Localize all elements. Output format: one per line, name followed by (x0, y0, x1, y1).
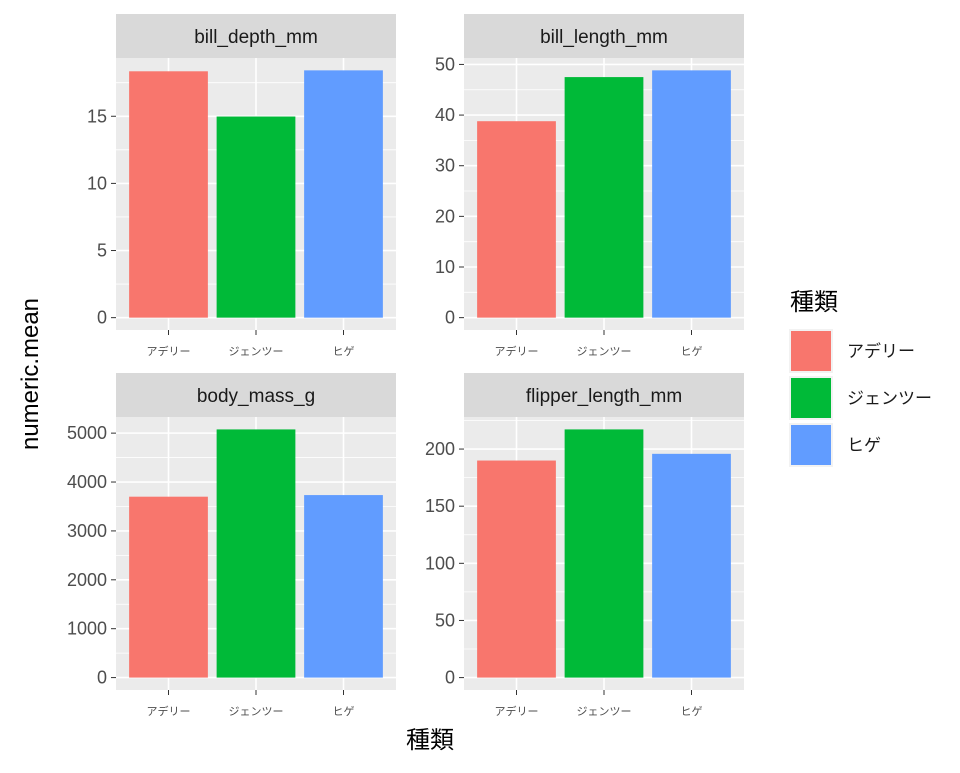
bar-bill_depth_mm-3 (304, 70, 383, 318)
y-tick-label: 30 (435, 156, 455, 176)
bar-bill_length_mm-1 (477, 121, 556, 318)
facet-panel-bill_depth_mm: bill_depth_mm 0 5 10 15 アデリー ジェンツー ヒゲ (87, 14, 396, 358)
legend-key-2 (791, 378, 831, 418)
x-tick-label: ヒゲ (681, 705, 703, 718)
facet-strip-label: bill_depth_mm (194, 27, 318, 48)
y-tick-label: 2000 (67, 570, 107, 590)
bar-bill_length_mm-3 (652, 70, 731, 318)
legend-key-3 (791, 425, 831, 465)
y-tick-label: 1000 (67, 619, 107, 639)
y-tick-label: 4000 (67, 472, 107, 492)
legend-title: 種類 (790, 289, 838, 316)
bar-body_mass_g-3 (304, 495, 383, 678)
bar-bill_depth_mm-1 (129, 71, 208, 318)
x-tick-label: ジェンツー (577, 346, 632, 358)
x-tick-label: アデリー (495, 344, 539, 358)
y-tick-label: 40 (435, 105, 455, 125)
bar-bill_length_mm-2 (564, 77, 644, 318)
y-tick-label: 5 (97, 241, 107, 261)
y-tick-label: 0 (445, 308, 455, 328)
legend-label-1: アデリー (847, 341, 915, 361)
y-axis-title: numeric.mean (17, 298, 44, 450)
y-tick-label: 200 (425, 439, 455, 459)
facet-strip (464, 373, 744, 417)
facet-strip (116, 373, 396, 417)
facet-strip (464, 14, 744, 58)
facet-panel-body_mass_g: body_mass_g 0 1000 2000 3000 4000 5000 アデリー ジェンツ… (67, 373, 396, 718)
facet-strip (116, 14, 396, 58)
y-tick-label: 5000 (67, 423, 107, 443)
y-tick-label: 15 (87, 106, 107, 126)
x-tick-label: アデリー (147, 344, 191, 358)
bar-flipper_length_mm-3 (652, 453, 731, 678)
facet-strip-label: body_mass_g (197, 386, 315, 407)
y-tick-label: 0 (97, 668, 107, 688)
y-tick-label: 20 (435, 206, 455, 226)
x-tick-label: ヒゲ (333, 345, 355, 358)
legend-key-1 (791, 331, 831, 371)
y-tick-label: 10 (87, 173, 107, 193)
bar-body_mass_g-1 (129, 496, 208, 678)
y-tick-label: 0 (445, 668, 455, 688)
y-tick-label: 3000 (67, 521, 107, 541)
x-tick-label: ヒゲ (333, 705, 355, 718)
x-tick-label: アデリー (147, 704, 191, 718)
y-tick-label: 10 (435, 257, 455, 277)
bar-flipper_length_mm-2 (564, 429, 644, 678)
y-tick-label: 150 (425, 496, 455, 516)
bar-flipper_length_mm-1 (477, 460, 556, 678)
y-tick-label: 100 (425, 553, 455, 573)
legend-label-3: ヒゲ (847, 436, 881, 455)
bar-body_mass_g-2 (216, 429, 296, 678)
x-tick-label: ジェンツー (577, 706, 632, 718)
facet-strip-label: flipper_length_mm (526, 386, 682, 407)
x-tick-label: ジェンツー (229, 706, 284, 718)
facet-panel-bill_length_mm: bill_length_mm 0 10 20 30 40 50 アデリー ジェンツー ヒゲ (435, 14, 744, 358)
y-tick-label: 0 (97, 308, 107, 328)
x-tick-label: アデリー (495, 704, 539, 718)
x-tick-label: ジェンツー (229, 346, 284, 358)
x-axis-title: 種類 (406, 727, 454, 754)
y-tick-label: 50 (435, 54, 455, 74)
y-tick-label: 50 (435, 610, 455, 630)
bar-bill_depth_mm-2 (216, 116, 296, 318)
x-tick-label: ヒゲ (681, 345, 703, 358)
facet-panel-flipper_length_mm: flipper_length_mm 0 50 100 150 200 アデリー ジェンツー ヒゲ (425, 373, 744, 718)
legend-label-2: ジェンツー (847, 389, 932, 408)
facet-strip-label: bill_length_mm (540, 27, 668, 48)
